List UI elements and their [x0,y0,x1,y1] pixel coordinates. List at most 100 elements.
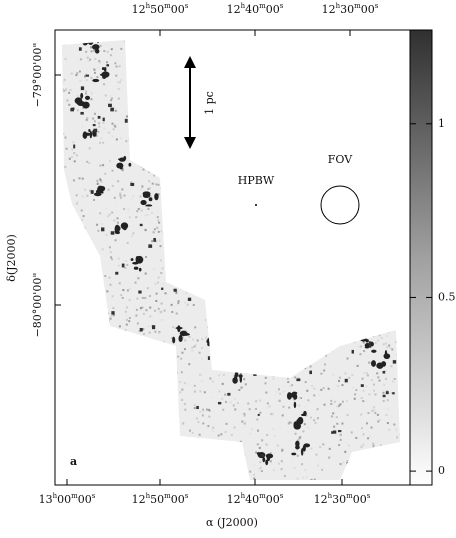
noise [71,309,74,312]
noise [199,42,202,45]
noise [238,219,241,222]
noise [268,287,271,290]
noise [153,392,156,395]
noise [156,226,159,229]
noise [363,335,366,338]
speck [237,472,242,476]
noise [403,81,405,83]
noise [112,418,115,421]
noise [240,52,243,55]
y-axis-label: δ(J2000) [5,234,18,282]
noise [359,58,362,61]
noise [374,393,377,396]
noise [368,453,371,456]
noise [199,108,202,111]
noise [182,337,185,340]
speck [300,57,303,61]
noise [351,205,354,208]
noise [368,297,371,300]
noise [238,259,241,262]
noise [307,289,310,292]
noise [62,84,63,87]
noise [398,478,400,480]
noise [393,108,396,111]
noise [340,172,343,175]
noise [188,335,191,338]
noise [346,399,349,402]
speck [115,271,119,275]
noise [392,90,395,93]
noise [200,380,203,383]
noise [85,459,88,462]
noise [186,173,189,176]
noise [65,221,68,224]
noise [327,64,330,67]
noise [197,209,200,212]
noise [212,458,215,461]
noise [305,414,308,417]
noise [280,460,283,463]
noise [256,427,259,430]
noise [368,414,371,417]
noise [179,226,182,229]
noise [77,275,80,278]
noise [311,384,314,387]
noise [153,268,156,271]
noise [247,283,250,286]
noise [231,284,234,287]
noise [56,376,58,378]
noise [153,107,156,110]
clump [123,227,127,231]
noise [106,290,109,293]
noise [149,416,152,419]
noise [157,134,160,137]
noise [98,60,101,63]
speck [97,30,101,34]
noise [111,295,114,298]
noise [187,436,190,439]
noise [186,226,189,229]
speck [392,360,397,364]
noise [117,97,120,100]
noise [404,72,406,74]
speck [177,149,180,153]
noise [172,242,175,245]
noise [58,130,60,132]
noise [366,82,369,85]
noise [408,79,410,81]
noise [197,156,200,159]
noise [292,286,295,289]
speck [305,135,310,139]
noise [272,374,275,377]
noise [243,167,246,170]
noise [354,92,357,95]
noise [199,326,202,329]
noise [88,358,91,361]
noise [143,420,146,423]
noise [253,477,256,480]
speck [286,211,290,214]
speck [93,128,98,133]
noise [304,192,307,195]
noise [72,179,75,182]
speck [249,150,253,154]
clump [86,96,90,100]
noise [189,31,191,33]
noise [271,63,274,66]
clump [96,40,100,44]
noise [334,248,337,251]
speck [80,86,85,91]
noise [141,416,144,419]
noise [214,355,217,358]
noise [85,288,88,291]
noise [275,282,278,285]
noise [287,107,290,110]
noise [254,239,257,242]
noise [85,464,88,467]
noise [237,481,239,483]
noise [307,177,310,180]
noise [193,452,196,455]
noise [295,256,298,259]
noise [341,229,344,232]
noise [316,408,319,411]
